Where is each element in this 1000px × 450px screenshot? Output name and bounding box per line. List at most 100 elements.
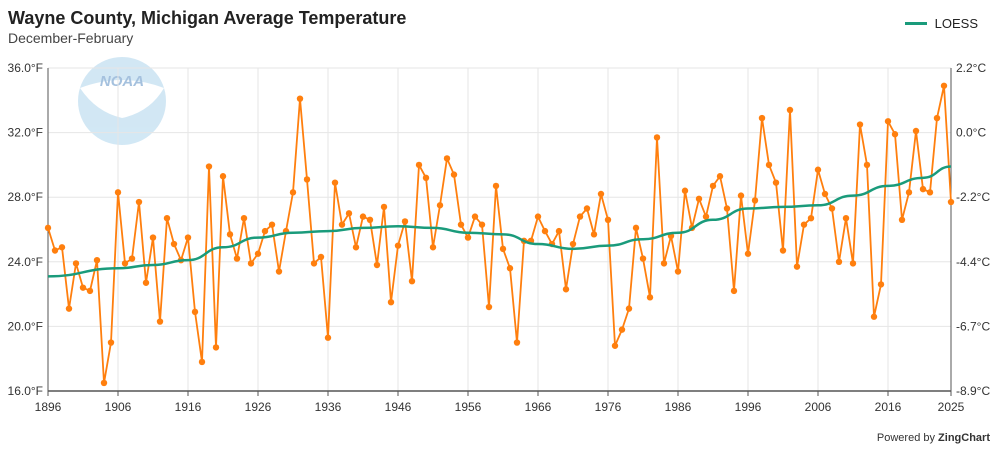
y-right-tick-label: -4.4°C	[956, 255, 990, 269]
temperature-point	[457, 221, 465, 228]
temperature-point	[709, 182, 717, 190]
temperature-point	[352, 244, 360, 251]
temperature-point	[506, 265, 514, 272]
x-tick-label: 1946	[385, 400, 412, 414]
temperature-point	[408, 277, 416, 285]
temperature-point	[275, 268, 283, 275]
x-tick-label: 1926	[245, 400, 272, 414]
temperature-point	[289, 189, 297, 196]
credit-prefix: Powered by	[876, 432, 935, 444]
y-right-tick-label: 2.2°C	[956, 61, 986, 75]
temperature-point	[681, 187, 689, 194]
temperature-point	[317, 253, 325, 261]
temperature-point	[597, 190, 605, 198]
temperature-line	[47, 84, 952, 384]
temperature-point	[142, 279, 150, 286]
temperature-point	[485, 303, 493, 311]
x-tick-label: 1996	[735, 400, 762, 414]
grid	[47, 67, 952, 392]
temperature-point	[912, 127, 920, 135]
temperature-point	[604, 216, 612, 224]
temperature-point	[821, 190, 829, 198]
temperature-point	[940, 82, 948, 89]
temperature-point	[723, 205, 731, 212]
temperature-point	[807, 214, 815, 222]
temperature-point	[149, 234, 157, 241]
legend[interactable]: LOESS	[904, 16, 978, 31]
temperature-point	[744, 250, 752, 257]
temperature-point	[625, 305, 633, 312]
temperature-point	[443, 155, 451, 162]
temperature-point	[863, 161, 871, 169]
temperature-point	[303, 176, 311, 183]
temperature-point	[359, 213, 367, 220]
temperature-point	[163, 214, 171, 222]
temperature-point	[198, 358, 206, 366]
temperature-point	[779, 247, 787, 254]
temperature-point	[422, 174, 430, 182]
temperature-point	[856, 121, 864, 128]
temperature-point	[44, 224, 52, 232]
temperature-point	[401, 218, 409, 225]
temperature-point	[716, 173, 724, 180]
temperature-point	[800, 221, 808, 228]
temperature-point	[191, 308, 199, 316]
temperature-point	[793, 263, 801, 270]
temperature-point	[730, 287, 738, 295]
temperature-point	[79, 284, 87, 291]
temperature-point	[58, 244, 66, 251]
temperature-point	[184, 234, 192, 241]
temperature-point	[114, 189, 122, 196]
temperature-point	[240, 214, 248, 222]
temperature-point	[100, 379, 108, 387]
x-tick-label: 1906	[105, 400, 132, 414]
temperature-point	[296, 95, 304, 102]
noaa-logo: NOAA	[78, 57, 166, 145]
temperature-point	[65, 305, 73, 312]
x-tick-label: 2025	[938, 400, 965, 414]
temperature-point	[121, 260, 129, 267]
y-left-tick-label: 36.0°F	[8, 61, 43, 75]
temperature-point	[471, 213, 479, 220]
temperature-point	[492, 182, 500, 190]
y-right-tick-label: -8.9°C	[956, 384, 990, 398]
temperature-point	[583, 205, 591, 212]
legend-swatch-loess	[904, 22, 927, 25]
temperature-point	[107, 339, 115, 346]
temperature-point	[877, 281, 885, 288]
temperature-point	[828, 205, 836, 212]
temperature-point	[513, 339, 521, 346]
x-axis: 1896 1906 1916 1926 1936 1946 1956 1966 1976 1986…	[35, 390, 965, 414]
logo-text: NOAA	[100, 73, 144, 90]
temperature-point	[695, 195, 703, 203]
temperature-point	[380, 203, 388, 211]
temperature-point	[212, 344, 220, 351]
temperature-point	[310, 260, 318, 267]
y-left-tick-label: 16.0°F	[8, 384, 43, 398]
temperature-point	[387, 298, 395, 306]
temperature-point	[338, 221, 346, 228]
legend-label-loess: LOESS	[934, 16, 978, 31]
logo-bird-icon	[80, 80, 164, 118]
temperature-point	[849, 260, 857, 267]
credit-brand[interactable]: ZingChart	[938, 432, 990, 444]
chart-subtitle: December-February	[8, 30, 134, 46]
temperature-point	[842, 214, 850, 222]
temperature-point	[268, 221, 276, 228]
y-axis-right: -8.9°C -6.7°C -4.4°C -2.2°C 0.0°C 2.2°C	[950, 61, 990, 398]
x-tick-label: 2016	[875, 400, 902, 414]
x-tick-label: 1986	[665, 400, 692, 414]
temperature-point	[541, 227, 549, 235]
y-axis-left: 16.0°F 20.0°F 24.0°F 28.0°F 32.0°F 36.0°F	[8, 61, 49, 398]
x-tick-label: 1936	[315, 400, 342, 414]
y-right-tick-label: 0.0°C	[956, 126, 986, 140]
temperature-point	[786, 106, 794, 114]
credit[interactable]: Powered by ZingChart	[877, 432, 990, 444]
y-left-tick-label: 32.0°F	[8, 126, 43, 140]
y-left-tick-label: 28.0°F	[8, 190, 43, 204]
temperature-point	[219, 173, 227, 180]
temperature-point	[933, 114, 941, 122]
series-temperature	[44, 82, 955, 387]
temperature-point	[156, 318, 164, 325]
x-tick-label: 1956	[455, 400, 482, 414]
